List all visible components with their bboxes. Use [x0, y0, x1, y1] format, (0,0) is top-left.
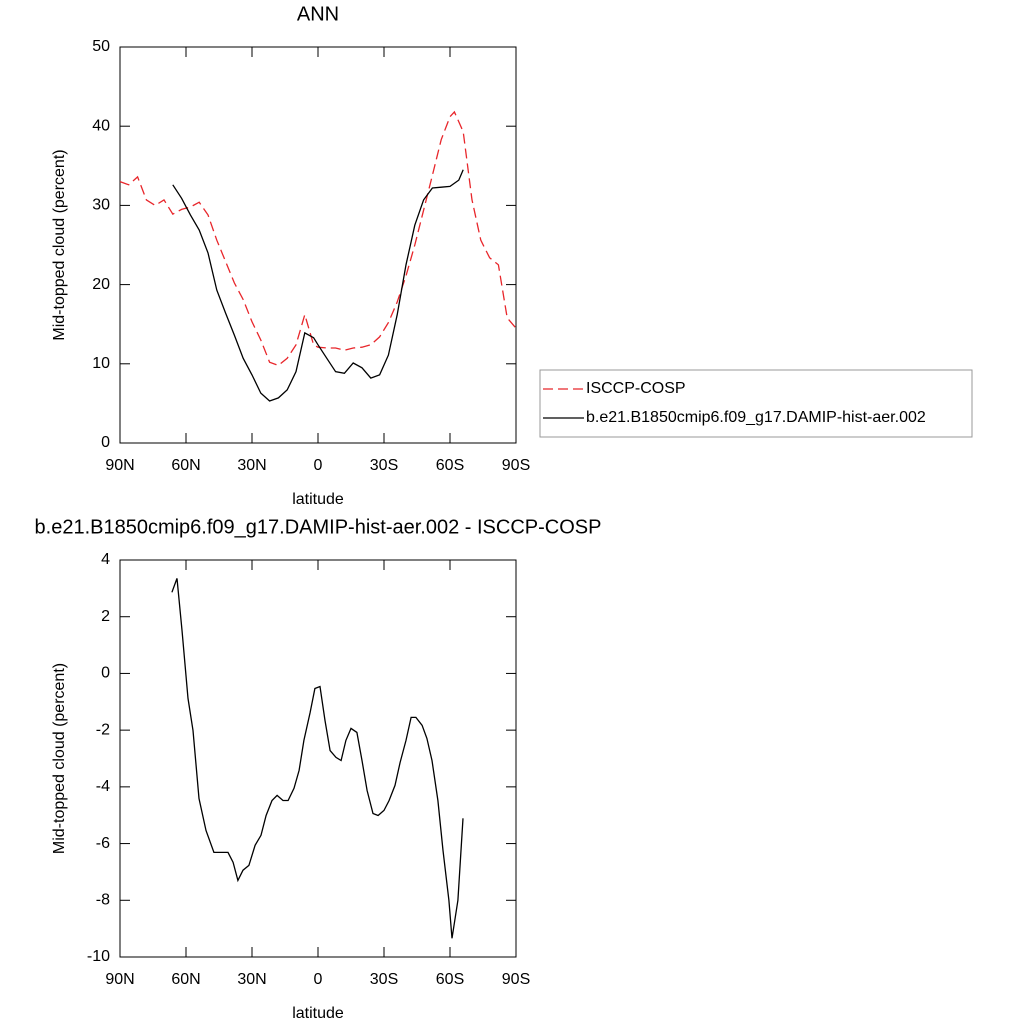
x-axis-label: latitude	[292, 491, 344, 508]
x-tick-label: 0	[314, 457, 323, 474]
y-tick-label: 4	[101, 551, 110, 568]
x-tick-label: 30S	[370, 457, 398, 474]
plot-frame	[119, 46, 517, 444]
x-tick-label: 90S	[502, 971, 530, 988]
y-tick-label: -8	[96, 892, 110, 909]
x-tick-label: 0	[314, 971, 323, 988]
y-tick-label: -2	[96, 721, 110, 738]
legend-box	[539, 369, 973, 438]
legend-label: ISCCP-COSP	[586, 380, 686, 397]
y-tick-label: 30	[92, 197, 110, 214]
data-line	[171, 578, 464, 939]
x-tick-label: 30N	[237, 971, 266, 988]
y-tick-label: 0	[101, 434, 110, 451]
legend-label: b.e21.B1850cmip6.f09_g17.DAMIP-hist-aer.…	[586, 409, 926, 426]
y-tick-label: -6	[96, 835, 110, 852]
x-tick-label: 30S	[370, 971, 398, 988]
y-axis-label: Mid-topped cloud (percent)	[51, 663, 68, 854]
y-tick-label: 0	[101, 665, 110, 682]
x-tick-label: 60S	[436, 971, 464, 988]
plot-frame	[119, 559, 517, 958]
chart-title: ANN	[297, 3, 339, 25]
y-tick-label: 10	[92, 355, 110, 372]
y-tick-label: 2	[101, 608, 110, 625]
y-tick-label: 20	[92, 276, 110, 293]
y-tick-label: -4	[96, 778, 110, 795]
y-axis-label: Mid-topped cloud (percent)	[51, 149, 68, 340]
chart-title: b.e21.B1850cmip6.f09_g17.DAMIP-hist-aer.…	[35, 516, 602, 538]
y-tick-label: 50	[92, 38, 110, 55]
data-line	[172, 169, 464, 402]
x-tick-label: 90N	[105, 457, 134, 474]
data-line	[119, 110, 517, 367]
y-tick-label: 40	[92, 117, 110, 134]
x-tick-label: 60N	[171, 457, 200, 474]
x-tick-label: 30N	[237, 457, 266, 474]
y-tick-label: -10	[87, 948, 110, 965]
x-tick-label: 90S	[502, 457, 530, 474]
x-tick-label: 90N	[105, 971, 134, 988]
x-tick-label: 60S	[436, 457, 464, 474]
x-axis-label: latitude	[292, 1005, 344, 1022]
x-tick-label: 60N	[171, 971, 200, 988]
